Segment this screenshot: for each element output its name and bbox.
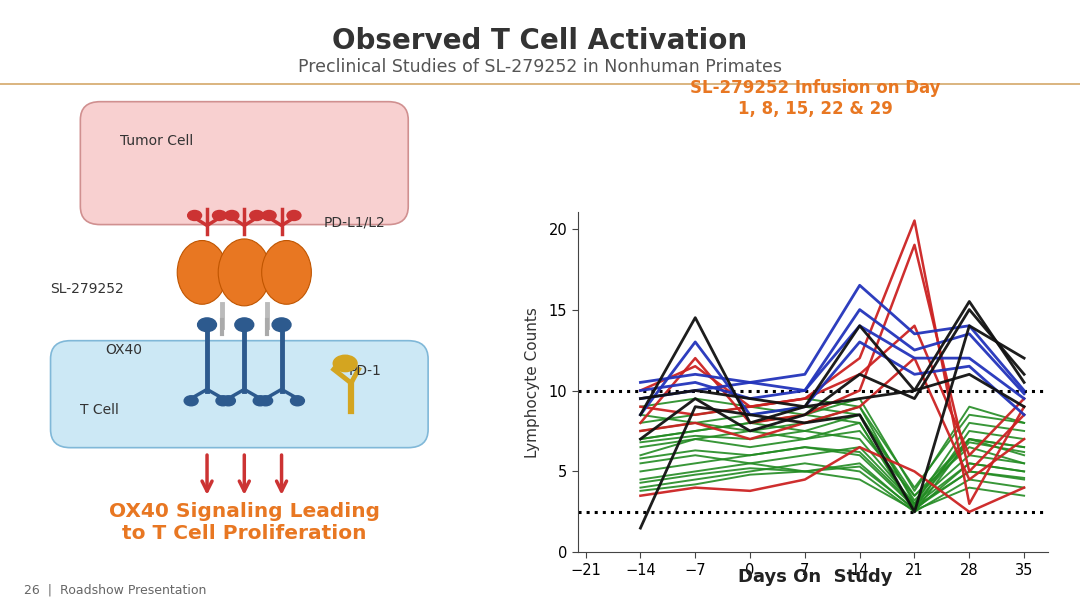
Ellipse shape: [234, 318, 254, 331]
Text: Observed T Cell Activation: Observed T Cell Activation: [333, 27, 747, 55]
FancyBboxPatch shape: [51, 341, 428, 448]
Ellipse shape: [213, 211, 227, 220]
Text: Days On  Study: Days On Study: [738, 568, 893, 586]
Text: Preclinical Studies of SL-279252 in Nonhuman Primates: Preclinical Studies of SL-279252 in Nonh…: [298, 58, 782, 76]
Ellipse shape: [218, 239, 270, 306]
Text: SL-279252: SL-279252: [51, 282, 124, 296]
Ellipse shape: [216, 396, 230, 405]
Text: OX40 Signaling Leading
to T Cell Proliferation: OX40 Signaling Leading to T Cell Prolife…: [109, 502, 380, 543]
Ellipse shape: [253, 396, 267, 405]
Y-axis label: Lymphocyte Counts: Lymphocyte Counts: [525, 307, 540, 458]
Text: PD-1: PD-1: [349, 364, 381, 378]
Text: T Cell: T Cell: [80, 402, 119, 416]
Ellipse shape: [188, 211, 202, 220]
Ellipse shape: [262, 211, 276, 220]
Ellipse shape: [177, 240, 227, 304]
Text: SL-279252 Infusion on Day
1, 8, 15, 22 & 29: SL-279252 Infusion on Day 1, 8, 15, 22 &…: [690, 79, 941, 118]
FancyBboxPatch shape: [80, 101, 408, 225]
Ellipse shape: [221, 396, 235, 405]
Ellipse shape: [185, 396, 198, 405]
Text: 26  |  Roadshow Presentation: 26 | Roadshow Presentation: [24, 583, 206, 597]
Ellipse shape: [261, 240, 311, 304]
Text: PD-L1/L2: PD-L1/L2: [324, 216, 386, 230]
Ellipse shape: [198, 318, 216, 331]
Ellipse shape: [272, 318, 291, 331]
Ellipse shape: [225, 211, 239, 220]
Ellipse shape: [249, 211, 264, 220]
Text: Tumor Cell: Tumor Cell: [120, 134, 193, 148]
Ellipse shape: [334, 355, 357, 371]
Ellipse shape: [287, 211, 301, 220]
Ellipse shape: [259, 396, 272, 405]
Ellipse shape: [291, 396, 305, 405]
Text: OX40: OX40: [105, 344, 143, 358]
